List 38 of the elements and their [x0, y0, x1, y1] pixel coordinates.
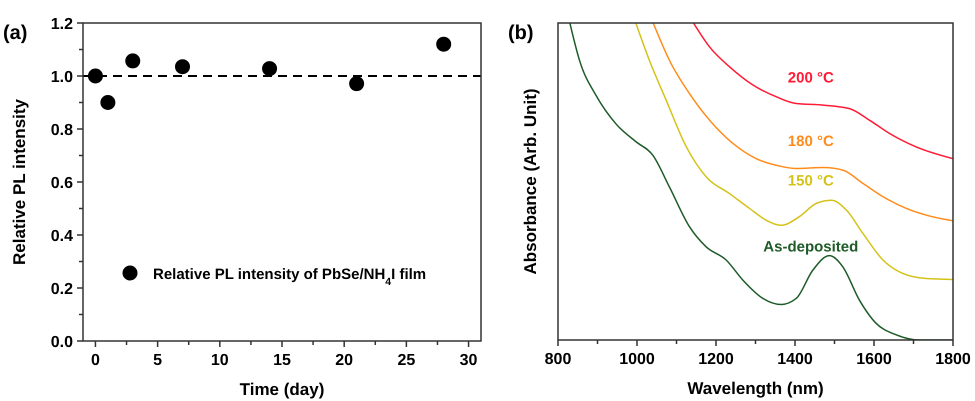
- x-tick-label: 30: [460, 352, 478, 369]
- y-tick-label: 1.0: [50, 69, 74, 86]
- x-tick-label: 5: [153, 352, 162, 369]
- x-tick-label: 800: [544, 351, 572, 368]
- x-tick-label: 1000: [619, 351, 655, 368]
- x-tick-label: 1200: [698, 351, 734, 368]
- series-label: As-deposited: [763, 238, 858, 256]
- chart-title: (a): [3, 22, 28, 44]
- legend-label: Relative PL intensity of PbSe/NH$_{4}$I film: [153, 266, 426, 288]
- x-tick-label: 15: [273, 352, 291, 369]
- x-axis-title: Wavelength (nm): [687, 379, 824, 398]
- y-tick-label: 0.8: [50, 122, 74, 139]
- point: [436, 36, 452, 52]
- x-tick-label: 0: [90, 352, 100, 369]
- series-label: 180 °C: [788, 132, 834, 150]
- x-tick-label: 20: [335, 352, 354, 369]
- point: [262, 61, 278, 76]
- point: [88, 68, 103, 84]
- y-tick-label: 0.6: [50, 175, 74, 192]
- point: [349, 76, 364, 92]
- y-tick-label: 0.2: [50, 281, 74, 298]
- point: [125, 53, 140, 68]
- x-tick-label: 25: [397, 352, 416, 369]
- point: [175, 59, 190, 74]
- series-label: 200 °C: [788, 69, 834, 86]
- x-tick-label: 1800: [935, 351, 971, 368]
- point: [100, 95, 116, 110]
- x-tick-label: 10: [210, 352, 229, 369]
- y-axis-title: Relative PL intensity: [10, 98, 29, 265]
- series-label: 150 °C: [788, 172, 834, 190]
- x-tick-label: 1600: [856, 351, 892, 368]
- y-tick-label: 0.0: [50, 334, 74, 351]
- y-axis-title: Absorbance (Arb. Unit): [521, 88, 540, 275]
- chart-title: (b): [508, 22, 534, 44]
- y-tick-label: 1.2: [50, 16, 74, 33]
- y-tick-label: 0.4: [50, 228, 74, 245]
- x-axis-title: Time (day): [240, 380, 324, 399]
- x-tick-label: 1400: [777, 351, 813, 368]
